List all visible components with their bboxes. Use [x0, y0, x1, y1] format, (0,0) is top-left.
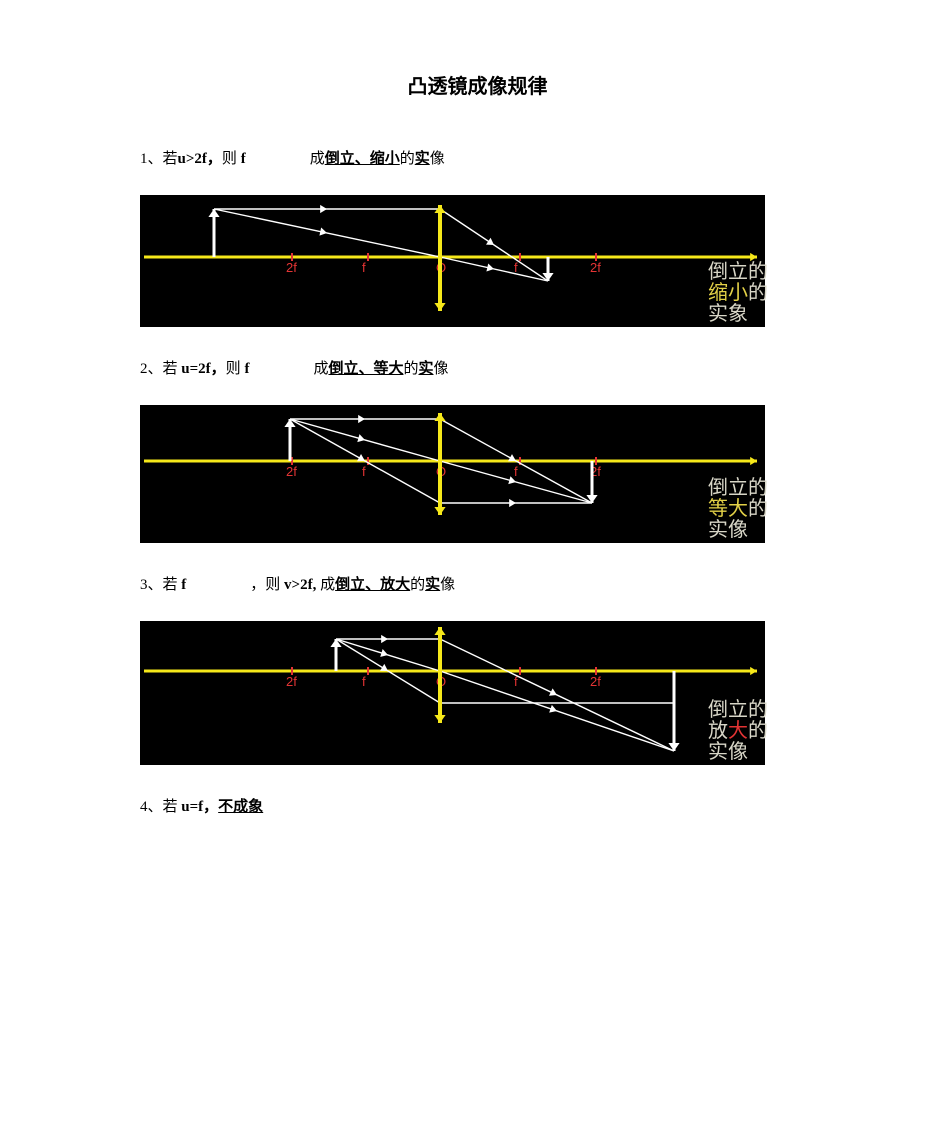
rule-3: 3、若 f，则 v>2f, 成倒立、放大的实像 2ffOf2f倒立的放大的实像 [140, 573, 815, 765]
rule-2: 2、若 u=2f，则 f成倒立、等大的实像 2ffOf2f倒立的等大的实像 [140, 357, 815, 543]
svg-text:2f: 2f [286, 464, 297, 479]
rule-num: 1、 [140, 151, 163, 167]
rule-2-text: 2、若 u=2f，则 f 成倒立、等大的实像 [140, 357, 815, 381]
rule-prefix: 若 [163, 577, 182, 593]
rule-3-text: 3、若 f ，则 v>2f, 成倒立、放大的实像 [140, 573, 815, 597]
rule-4-text: 4、若 u=f，不成象 [140, 795, 815, 819]
rule-ul1: 不成象 [218, 799, 263, 815]
svg-text:2f: 2f [286, 674, 297, 689]
page-title: 凸透镜成像规律 [140, 70, 815, 99]
rule-cond: u>2f， [178, 151, 222, 167]
rule-result-pre: 成 [316, 577, 335, 593]
diagram-caption: 倒立的缩小的实象 [708, 262, 768, 325]
diagram-caption: 倒立的放大的实像 [708, 700, 768, 763]
rule-result-mid: 的 [410, 577, 425, 593]
diagram-2: 2ffOf2f倒立的等大的实像 [140, 405, 765, 543]
diagram-1: 2ffOf2f倒立的缩小的实象 [140, 195, 765, 327]
rule-ul1: 倒立、缩小 [325, 151, 400, 167]
rule-mid: ，则 [250, 577, 284, 593]
ray-diagram: 2ffOf2f [140, 621, 765, 765]
rule-ul2: 实 [415, 151, 430, 167]
rule-ul1: 倒立、等大 [328, 361, 403, 377]
ray-diagram: 2ffOf2f [140, 405, 765, 543]
rule-result-post: 像 [430, 151, 445, 167]
rule-prefix: 若 [163, 799, 182, 815]
rule-num: 4、 [140, 799, 163, 815]
svg-text:f: f [362, 260, 366, 275]
rule-var: f [241, 151, 246, 167]
rule-prefix: 若 [163, 361, 182, 377]
rule-result-pre: 成 [310, 151, 325, 167]
svg-text:f: f [362, 674, 366, 689]
diagram-3: 2ffOf2f倒立的放大的实像 [140, 621, 765, 765]
rule-mid: 则 [226, 361, 245, 377]
rule-result-mid: 的 [403, 361, 418, 377]
rule-4: 4、若 u=f，不成象 [140, 795, 815, 819]
diagram-caption: 倒立的等大的实像 [708, 478, 768, 541]
rule-1-text: 1、若u>2f，则 f 成倒立、缩小的实像 [140, 147, 815, 171]
rule-result-post: 像 [434, 361, 449, 377]
svg-text:2f: 2f [286, 260, 297, 275]
rule-var: v>2f, [284, 577, 316, 593]
rule-mid: 则 [222, 151, 241, 167]
rule-1: 1、若u>2f，则 f成倒立、缩小的实像 2ffOf2f倒立的缩小的实象 [140, 147, 815, 327]
rule-ul2: 实 [418, 361, 433, 377]
rule-num: 3、 [140, 577, 163, 593]
rule-result-pre: 成 [313, 361, 328, 377]
ray-diagram: 2ffOf2f [140, 195, 765, 327]
rule-num: 2、 [140, 361, 163, 377]
rule-ul1: 倒立、放大 [335, 577, 410, 593]
svg-text:f: f [514, 464, 518, 479]
rule-cond: u=f， [181, 799, 218, 815]
svg-text:2f: 2f [590, 260, 601, 275]
rule-cond: u=2f， [181, 361, 225, 377]
svg-text:2f: 2f [590, 674, 601, 689]
rule-prefix: 若 [163, 151, 178, 167]
rule-cond: f [181, 577, 186, 593]
rule-ul2: 实 [425, 577, 440, 593]
rule-var: f [244, 361, 249, 377]
rule-result-mid: 的 [400, 151, 415, 167]
rule-result-post: 像 [440, 577, 455, 593]
svg-text:f: f [362, 464, 366, 479]
svg-text:f: f [514, 260, 518, 275]
